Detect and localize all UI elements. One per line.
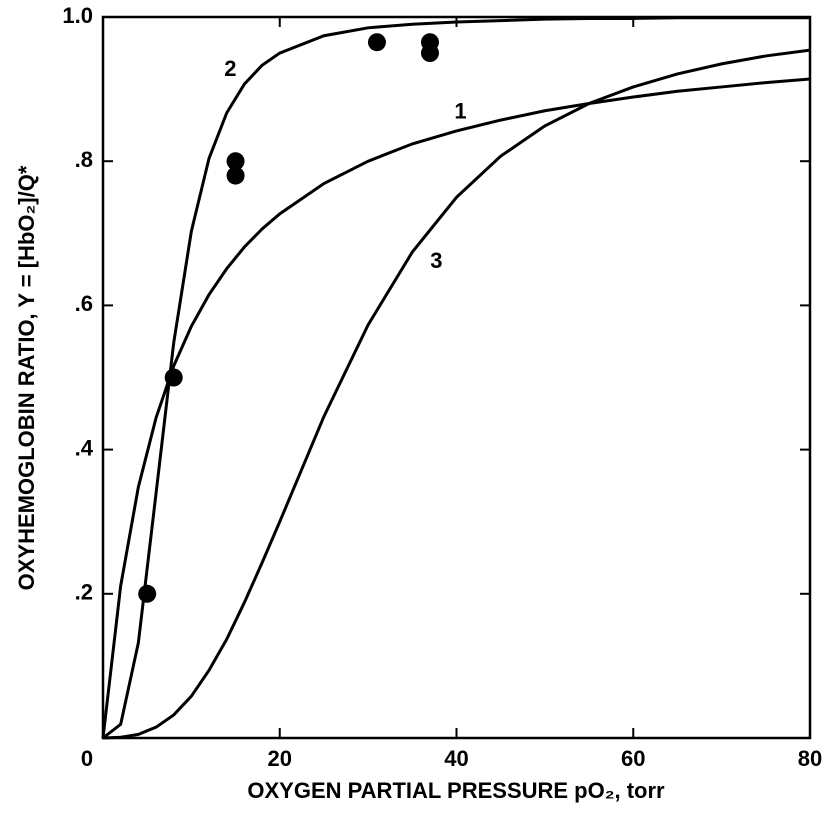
data-point xyxy=(226,152,245,171)
x-tick-label: 60 xyxy=(621,746,645,771)
curve xyxy=(101,77,811,739)
curve xyxy=(102,48,811,740)
x-tick-label: 20 xyxy=(268,746,292,771)
y-axis-label: OXYHEMOGLOBIN RATIO, Y = [HbO₂]/Q* xyxy=(14,165,39,590)
x-axis-label: OXYGEN PARTIAL PRESSURE pO₂, torr xyxy=(247,778,665,803)
x-tick-label: 0 xyxy=(81,746,93,771)
y-tick-label: .6 xyxy=(75,291,93,316)
curve-label: 1 xyxy=(454,99,466,124)
plot-frame xyxy=(101,15,812,740)
y-tick-label: 1.0 xyxy=(62,3,93,28)
y-tick-label: .2 xyxy=(75,580,93,605)
curve-label: 2 xyxy=(224,56,236,81)
x-tick-label: 80 xyxy=(798,746,822,771)
curve-label: 3 xyxy=(430,248,442,273)
y-tick-label: .4 xyxy=(75,435,94,460)
curve xyxy=(102,16,810,740)
data-point xyxy=(367,33,386,52)
y-tick-label: .8 xyxy=(75,147,93,172)
x-tick-label: 40 xyxy=(444,746,468,771)
data-point xyxy=(226,166,245,185)
data-point xyxy=(164,368,183,387)
data-point xyxy=(420,44,439,63)
data-point xyxy=(138,584,157,603)
